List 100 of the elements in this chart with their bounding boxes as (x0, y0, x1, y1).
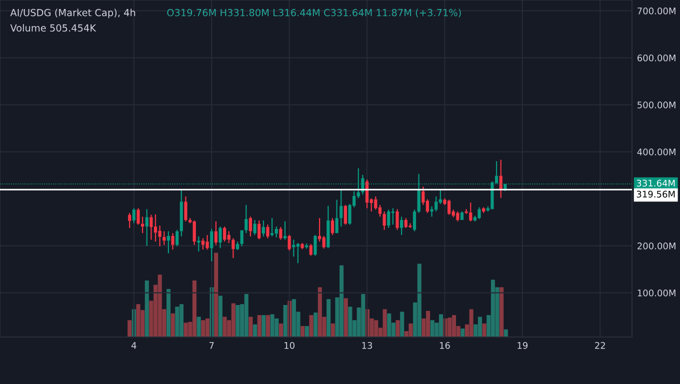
ref-line-label: 331.64M (636, 180, 675, 187)
candlestick (171, 232, 174, 250)
annotation: O319.76M H331.80M L316.44M C331.64M 11.87M (+3.71%) (167, 8, 461, 18)
bar (460, 328, 465, 337)
bar (361, 294, 366, 337)
candlestick (391, 208, 394, 226)
candlestick (128, 212, 132, 229)
bar (274, 318, 279, 337)
candlestick (223, 226, 226, 242)
candlestick (136, 208, 140, 226)
candlestick (396, 208, 399, 230)
bar (452, 315, 456, 337)
x-tick-label: 19 (518, 342, 528, 349)
bar (244, 294, 248, 337)
candlestick (330, 218, 334, 236)
candlestick (408, 222, 412, 229)
candlestick (288, 234, 291, 252)
bar (231, 303, 236, 337)
candlestick (132, 208, 136, 224)
bar (387, 313, 392, 337)
bar (374, 320, 378, 337)
bar (179, 304, 184, 337)
y-tick-label: 700.00M (638, 8, 676, 14)
bar (300, 326, 305, 337)
candlestick (430, 206, 434, 218)
bar (408, 324, 413, 337)
candlestick (158, 225, 162, 247)
text: AI/USDG (Market Cap), 4h (10, 8, 136, 18)
bar (192, 280, 196, 337)
bar (222, 316, 227, 337)
candlestick (400, 216, 404, 236)
candlestick (300, 242, 304, 250)
candlestick (184, 196, 188, 222)
bar (236, 304, 240, 337)
candlestick (218, 226, 222, 249)
candlestick (374, 196, 378, 210)
bar (278, 324, 283, 337)
candlestick (214, 220, 218, 246)
bar (448, 318, 452, 337)
bar (478, 316, 482, 337)
bar (396, 320, 400, 337)
bar (309, 315, 314, 337)
candlestick (262, 220, 265, 237)
candlestick (227, 230, 230, 244)
candlestick (322, 235, 326, 250)
x-tick-label: 4 (131, 342, 136, 349)
bar (469, 309, 474, 337)
bar (382, 309, 387, 337)
candlestick (274, 226, 278, 238)
annotation: Volume 505.454K (10, 24, 96, 32)
bar (482, 324, 486, 337)
ref-line-label: 319.56M (636, 190, 675, 198)
bar (218, 296, 222, 337)
bar (248, 316, 253, 337)
bar (253, 324, 258, 337)
bar (214, 252, 218, 337)
bar (257, 315, 262, 337)
bar (504, 329, 508, 337)
candlestick (469, 202, 472, 222)
bar (348, 306, 352, 337)
candlestick (192, 220, 196, 246)
bar (344, 298, 348, 337)
candlestick (140, 216, 144, 234)
candlestick (296, 242, 300, 264)
candlestick (387, 209, 390, 229)
candlestick (456, 210, 460, 222)
bar (430, 320, 434, 337)
x-tick-label: 22 (595, 342, 605, 349)
x-tick-label: 10 (284, 342, 294, 349)
bar (175, 306, 180, 337)
candlestick (206, 234, 209, 250)
candlestick (270, 218, 274, 237)
candlestick (279, 226, 282, 240)
y-tick-label: 100.00M (638, 290, 676, 296)
candlestick (460, 210, 464, 220)
candlestick (236, 241, 240, 251)
bar (201, 320, 206, 337)
bar (184, 322, 188, 337)
y-tick-label: 400.00M (637, 148, 676, 156)
candlestick (266, 224, 270, 239)
bar (304, 326, 309, 337)
candlestick (166, 230, 170, 254)
x-tick-label: 7 (209, 342, 214, 349)
candlestick (154, 214, 158, 242)
candlestick (344, 204, 348, 226)
bar (400, 312, 404, 337)
bar (196, 316, 201, 337)
candlestick (314, 234, 317, 256)
bar (270, 314, 274, 337)
y-tick-label: 500.00M (638, 102, 676, 108)
candlestick (335, 199, 338, 234)
candlestick (240, 230, 244, 247)
candlestick (382, 210, 386, 230)
bar (326, 299, 331, 337)
bar (158, 274, 162, 337)
bar (170, 313, 175, 337)
candlestick (309, 243, 312, 256)
bar (262, 315, 266, 337)
y-tick-label: 200.00M (638, 242, 676, 250)
candlestick (326, 205, 330, 249)
